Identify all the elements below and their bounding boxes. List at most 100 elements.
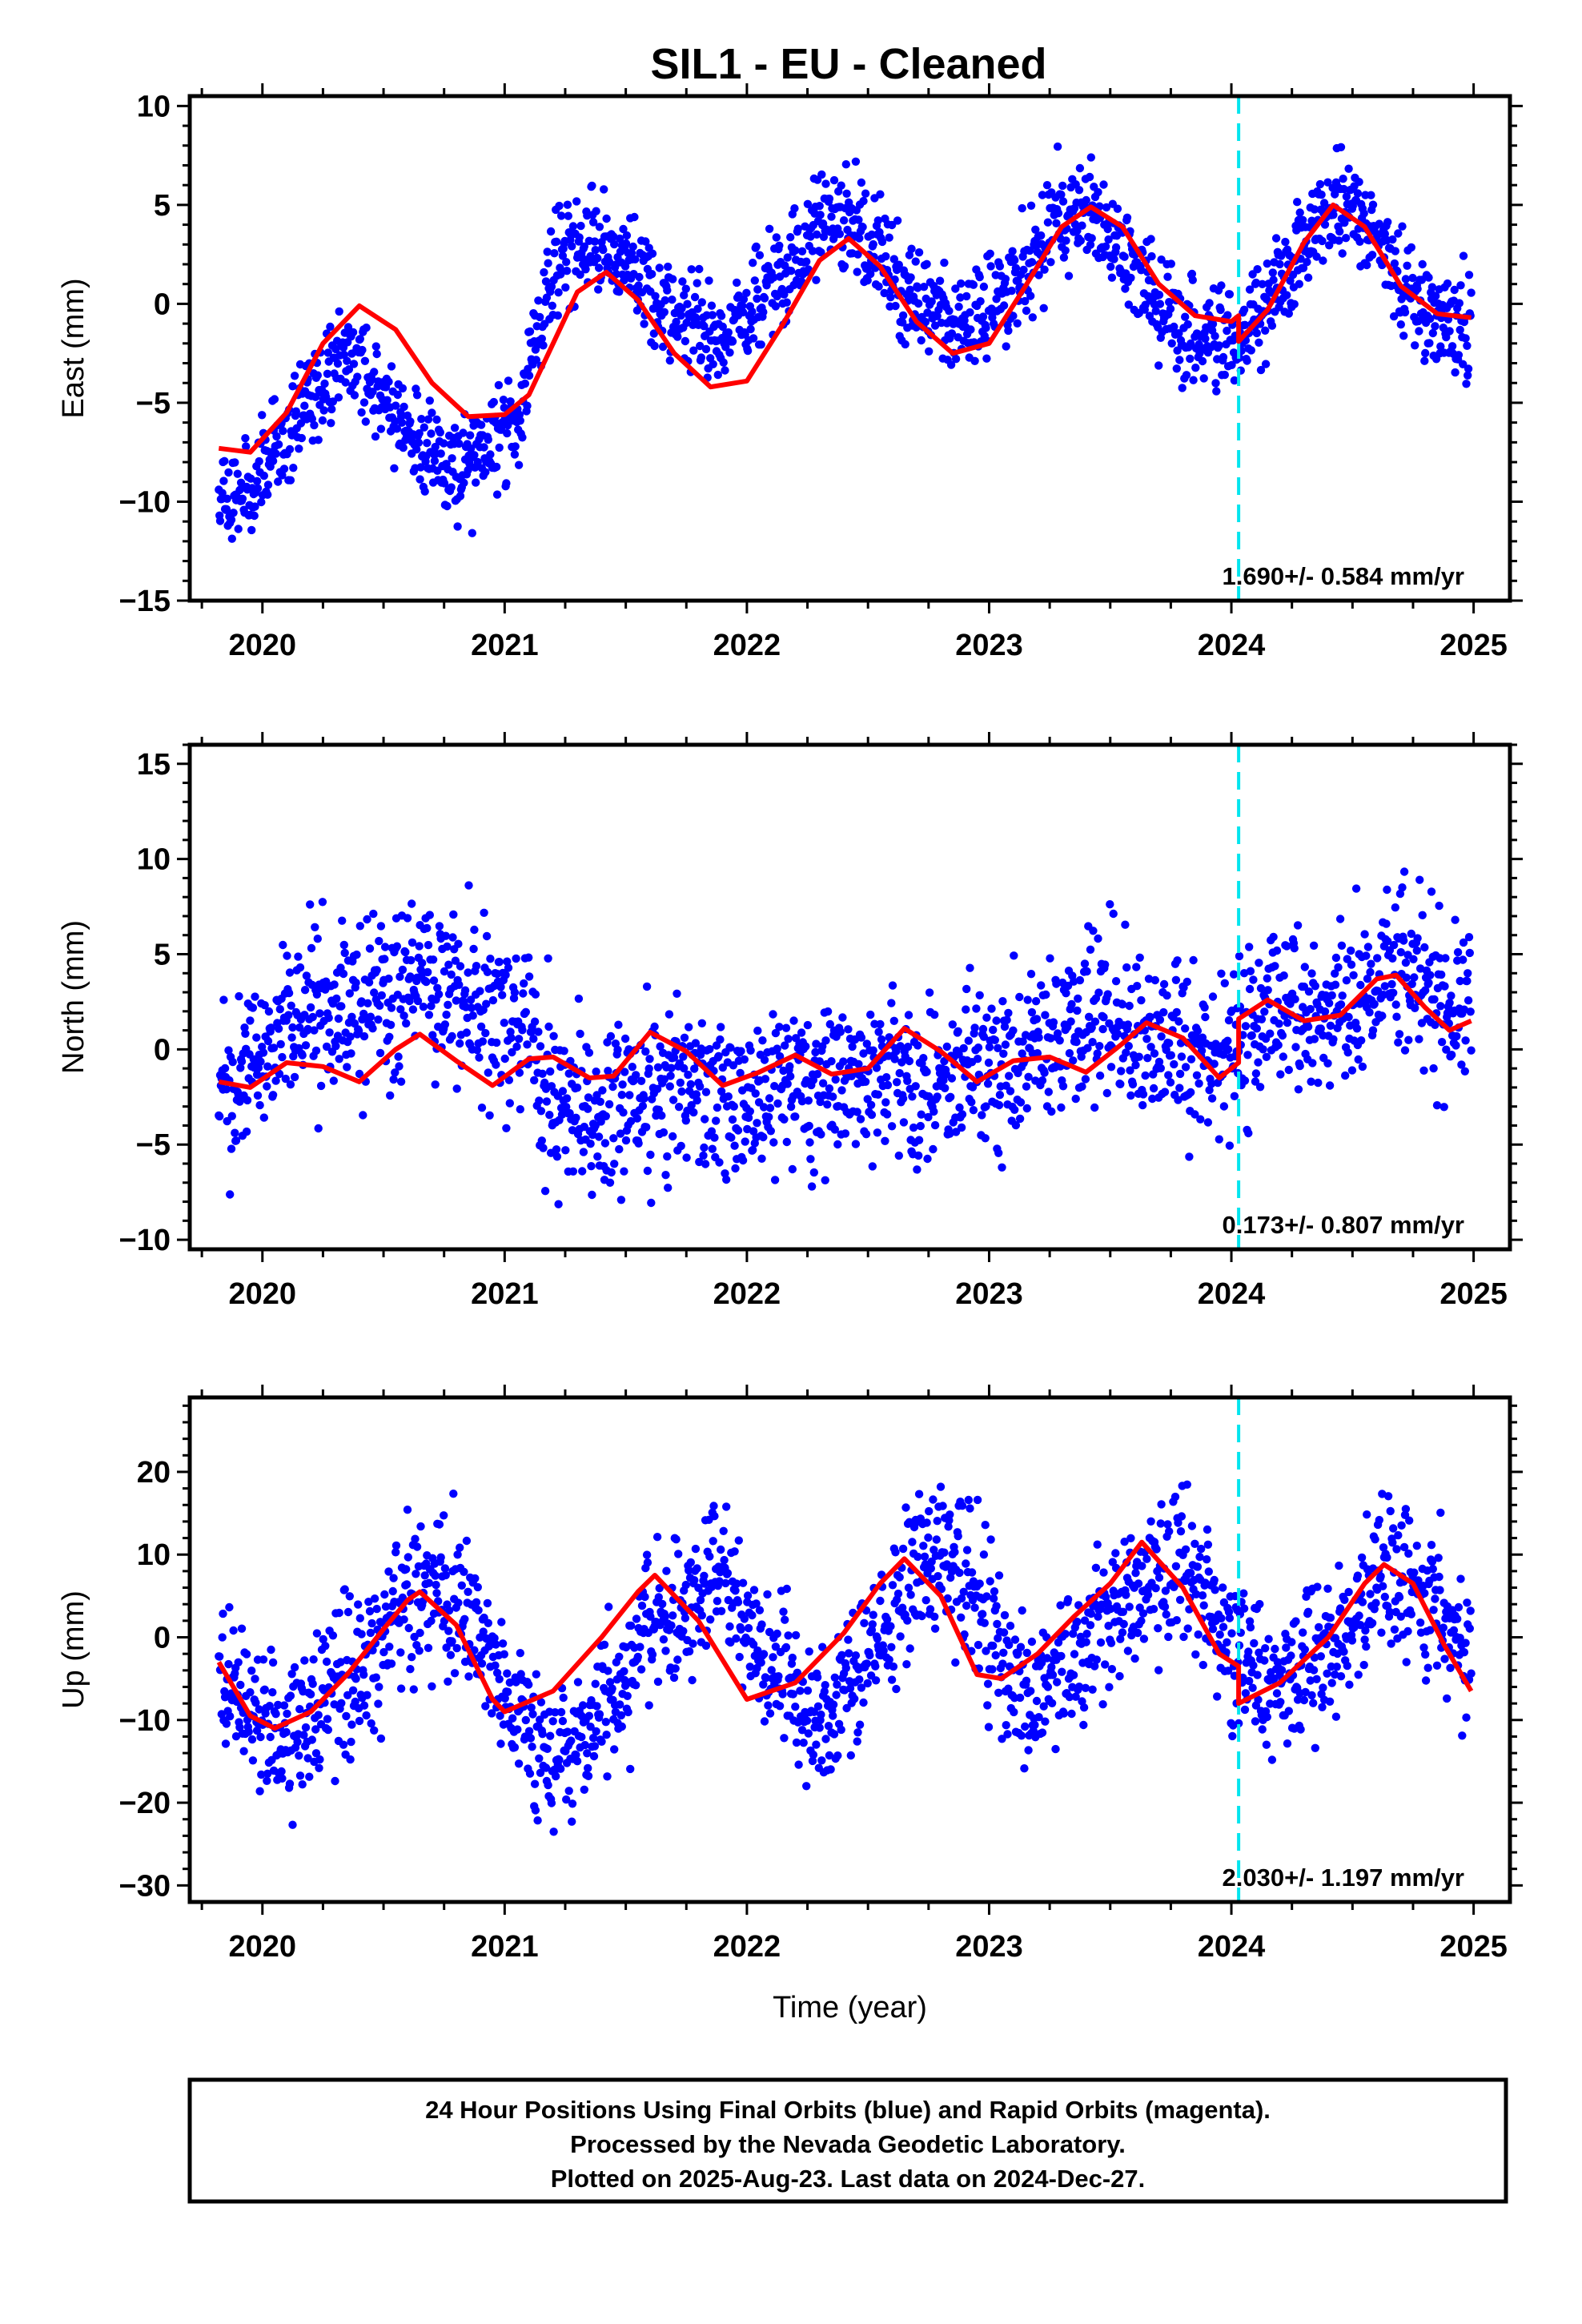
data-point — [759, 1650, 769, 1659]
data-point — [920, 1552, 930, 1562]
data-point — [387, 1003, 396, 1012]
data-point — [242, 442, 251, 451]
data-point — [433, 983, 442, 993]
data-point — [950, 1547, 959, 1557]
data-point — [436, 449, 445, 458]
data-point — [596, 1097, 604, 1107]
velocity-rate-label: 0.173+/- 0.807 mm/yr — [1223, 1211, 1464, 1239]
data-point — [1419, 1066, 1428, 1076]
data-point — [344, 365, 354, 374]
data-point — [937, 1585, 946, 1594]
data-point — [510, 450, 520, 459]
data-point — [403, 914, 412, 923]
data-point — [1355, 178, 1363, 187]
data-point — [621, 239, 631, 248]
data-point — [1192, 1071, 1202, 1080]
data-point — [1046, 1034, 1055, 1043]
data-point — [1245, 285, 1255, 294]
data-point — [224, 1659, 233, 1669]
data-point — [873, 1090, 883, 1100]
data-point — [1182, 371, 1191, 380]
data-point — [1443, 279, 1452, 288]
data-point — [926, 1564, 936, 1573]
data-point — [899, 1118, 909, 1127]
data-point — [645, 1055, 654, 1063]
data-point — [730, 1547, 739, 1556]
data-point — [669, 1673, 679, 1683]
data-point — [1220, 370, 1230, 380]
data-point — [833, 1751, 842, 1760]
data-point — [1370, 999, 1379, 1009]
data-point — [807, 1182, 817, 1191]
data-point — [735, 1652, 744, 1662]
data-point — [270, 395, 279, 404]
data-point — [710, 1133, 719, 1142]
data-point — [267, 1645, 275, 1655]
data-point — [690, 1576, 699, 1585]
data-point — [601, 1718, 610, 1727]
data-point — [1398, 222, 1407, 231]
data-point — [979, 1550, 989, 1559]
data-point — [1241, 1022, 1251, 1031]
data-point — [586, 1140, 595, 1148]
data-point — [365, 944, 375, 953]
data-point — [466, 444, 476, 453]
data-point — [1037, 981, 1046, 990]
data-point — [1271, 234, 1281, 243]
data-point — [237, 1624, 247, 1633]
data-point — [413, 996, 423, 1006]
data-point — [1347, 946, 1355, 955]
data-point — [251, 992, 259, 1001]
data-point — [820, 1687, 829, 1696]
data-point — [313, 935, 322, 943]
data-point — [603, 1038, 612, 1047]
data-point — [905, 1644, 914, 1653]
data-point — [331, 344, 340, 354]
x-tick-label: 2022 — [713, 1277, 781, 1311]
data-point — [400, 1615, 408, 1624]
data-point — [271, 449, 280, 458]
data-point — [335, 307, 343, 316]
data-point — [1069, 1056, 1078, 1065]
data-point — [862, 1659, 872, 1668]
data-point — [882, 1110, 892, 1119]
data-point — [326, 322, 335, 332]
data-point — [659, 1635, 669, 1644]
data-point — [683, 300, 692, 308]
data-point — [343, 1691, 352, 1699]
data-point — [991, 1651, 1000, 1660]
data-point — [837, 1651, 846, 1659]
data-point — [301, 1041, 311, 1050]
data-point — [825, 1084, 834, 1093]
data-point — [655, 1584, 664, 1593]
data-point — [253, 1091, 263, 1100]
data-point — [259, 1048, 268, 1057]
data-point — [946, 1092, 955, 1102]
data-point — [966, 963, 974, 972]
data-point — [894, 1151, 904, 1160]
data-point — [737, 1047, 745, 1055]
data-point — [1220, 979, 1230, 988]
data-point — [269, 1043, 279, 1052]
data-point — [271, 1076, 280, 1085]
data-point — [343, 1607, 353, 1617]
data-point — [1067, 999, 1076, 1009]
data-point — [674, 1550, 683, 1558]
data-point — [868, 1620, 877, 1629]
data-point — [1159, 1007, 1168, 1017]
data-point — [226, 1712, 235, 1721]
data-point — [859, 1049, 868, 1058]
data-point — [227, 1112, 236, 1120]
data-point — [1251, 1077, 1260, 1086]
data-point — [1009, 1026, 1018, 1035]
data-point — [484, 1618, 492, 1628]
data-point — [1341, 1071, 1350, 1080]
data-point — [869, 1046, 877, 1055]
data-point — [1018, 1037, 1027, 1046]
data-point — [791, 1112, 800, 1121]
data-point — [1088, 1038, 1097, 1047]
data-point — [584, 1093, 593, 1102]
data-point — [1394, 229, 1403, 238]
data-point — [1109, 909, 1118, 919]
data-point — [1281, 237, 1290, 247]
